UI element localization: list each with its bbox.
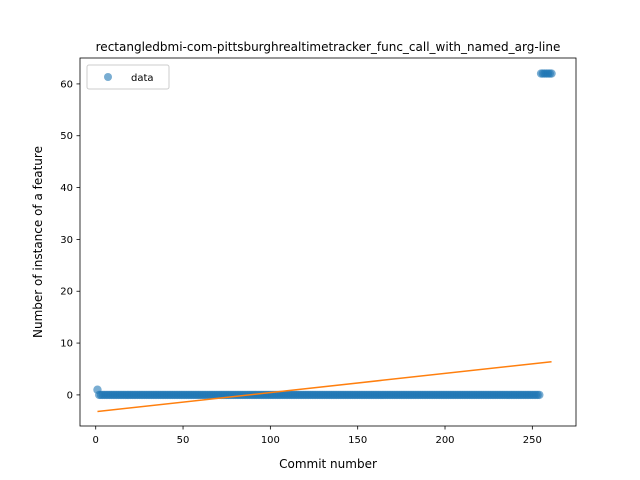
y-tick-label: 30 bbox=[60, 235, 73, 246]
axes-frame bbox=[79, 57, 577, 427]
y-tick-label: 40 bbox=[60, 183, 73, 194]
legend-marker-data bbox=[104, 73, 112, 81]
y-tick-label: 20 bbox=[60, 287, 73, 298]
axes: 0 50 100 150 200 250 0 10 20 30 40 50 60 bbox=[60, 57, 577, 446]
y-tick-label: 50 bbox=[60, 131, 73, 142]
y-tick-label: 10 bbox=[60, 339, 73, 350]
legend-box bbox=[86, 64, 170, 90]
chart-title: rectangledbmi-com-pittsburghrealtimetrac… bbox=[96, 40, 561, 54]
x-tick-label: 250 bbox=[523, 435, 542, 446]
x-tick-label: 0 bbox=[93, 435, 99, 446]
plot-area bbox=[93, 69, 556, 413]
trend-line bbox=[97, 360, 552, 413]
x-axis-label: Commit number bbox=[279, 457, 377, 471]
y-axis-label: Number of instance of a feature bbox=[31, 146, 45, 338]
x-tick-label: 50 bbox=[177, 435, 190, 446]
x-tick-label: 200 bbox=[435, 435, 454, 446]
y-tick-label: 0 bbox=[67, 390, 73, 401]
legend: data bbox=[86, 64, 170, 90]
legend-label-data: data bbox=[131, 73, 154, 84]
x-tick-label: 150 bbox=[348, 435, 367, 446]
y-tick-label: 60 bbox=[60, 79, 73, 90]
data-point bbox=[535, 390, 544, 400]
x-tick-label: 100 bbox=[261, 435, 280, 446]
data-point bbox=[547, 69, 556, 78]
